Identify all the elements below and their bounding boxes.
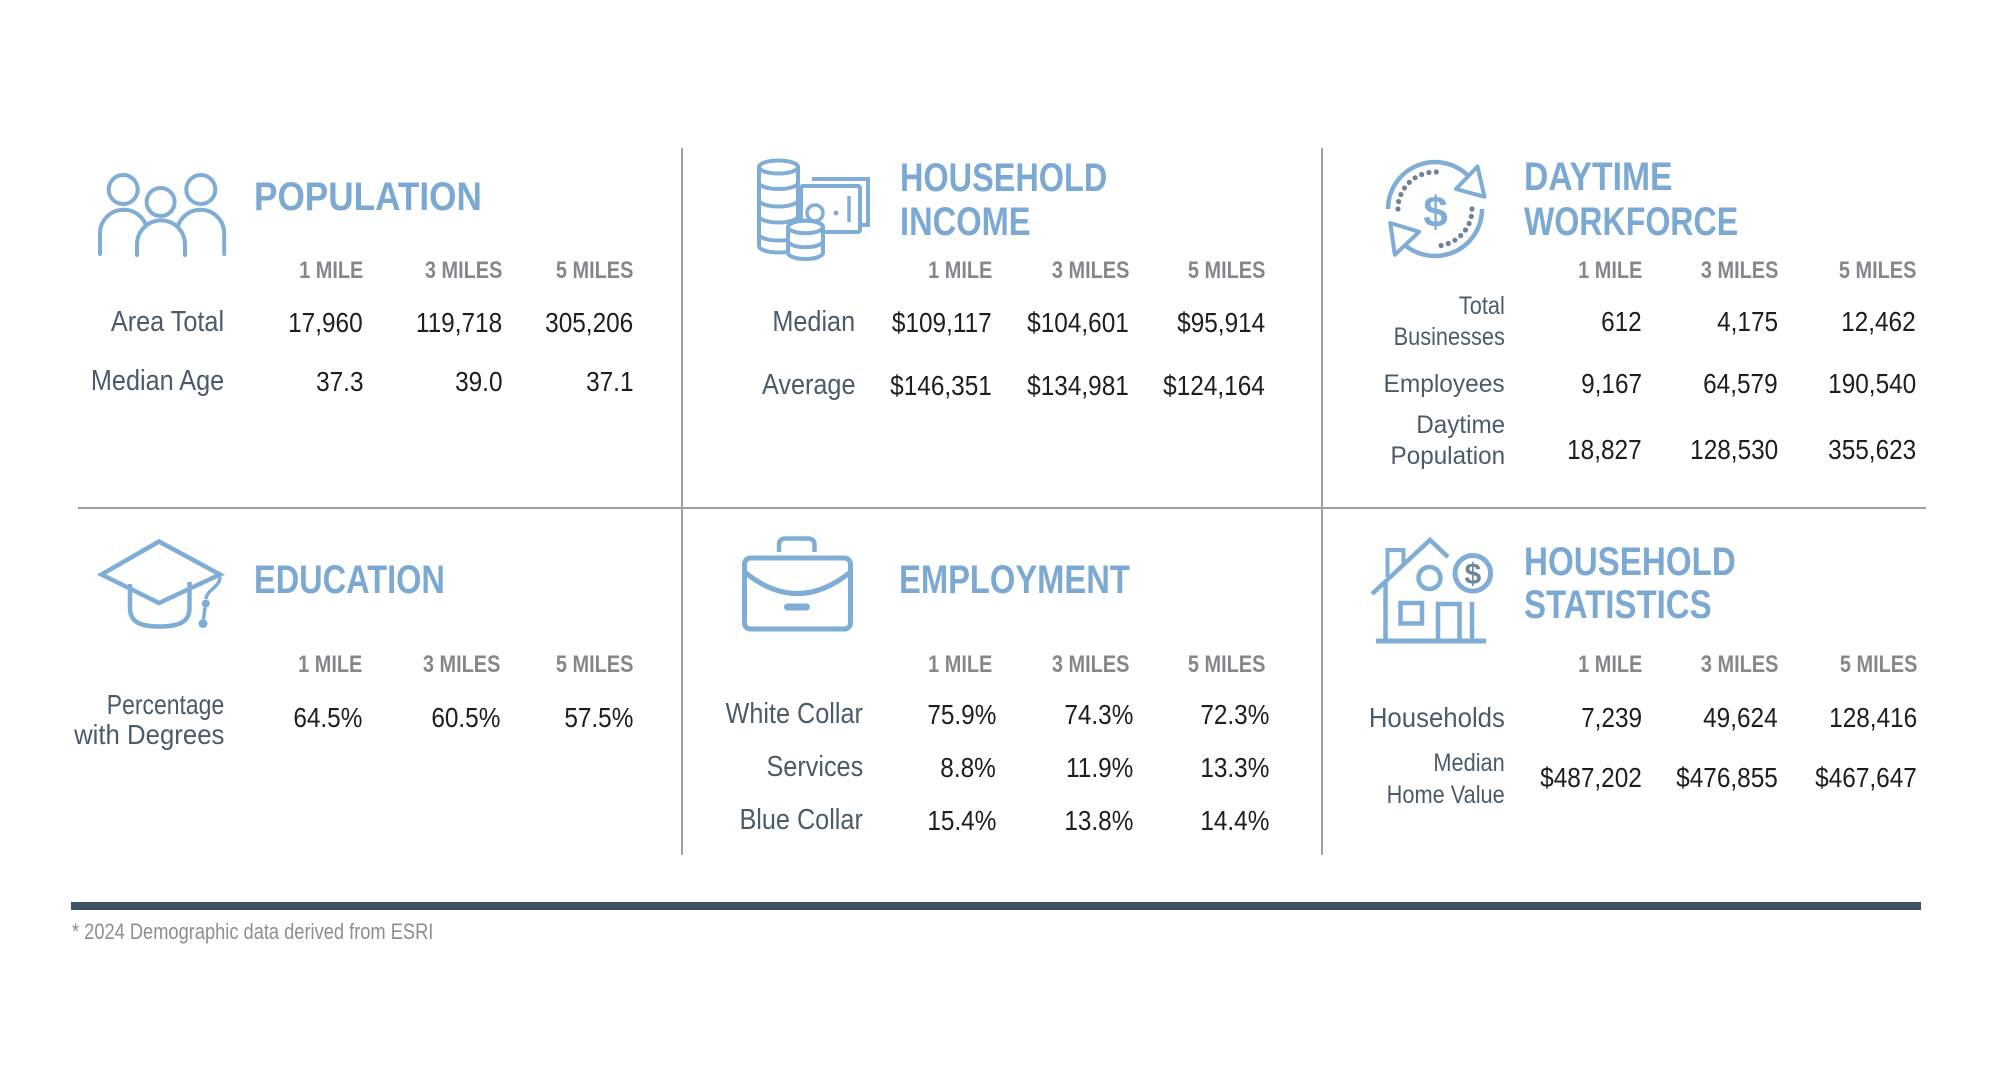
- svg-text:$: $: [1423, 188, 1447, 237]
- svg-text:$: $: [1464, 558, 1481, 591]
